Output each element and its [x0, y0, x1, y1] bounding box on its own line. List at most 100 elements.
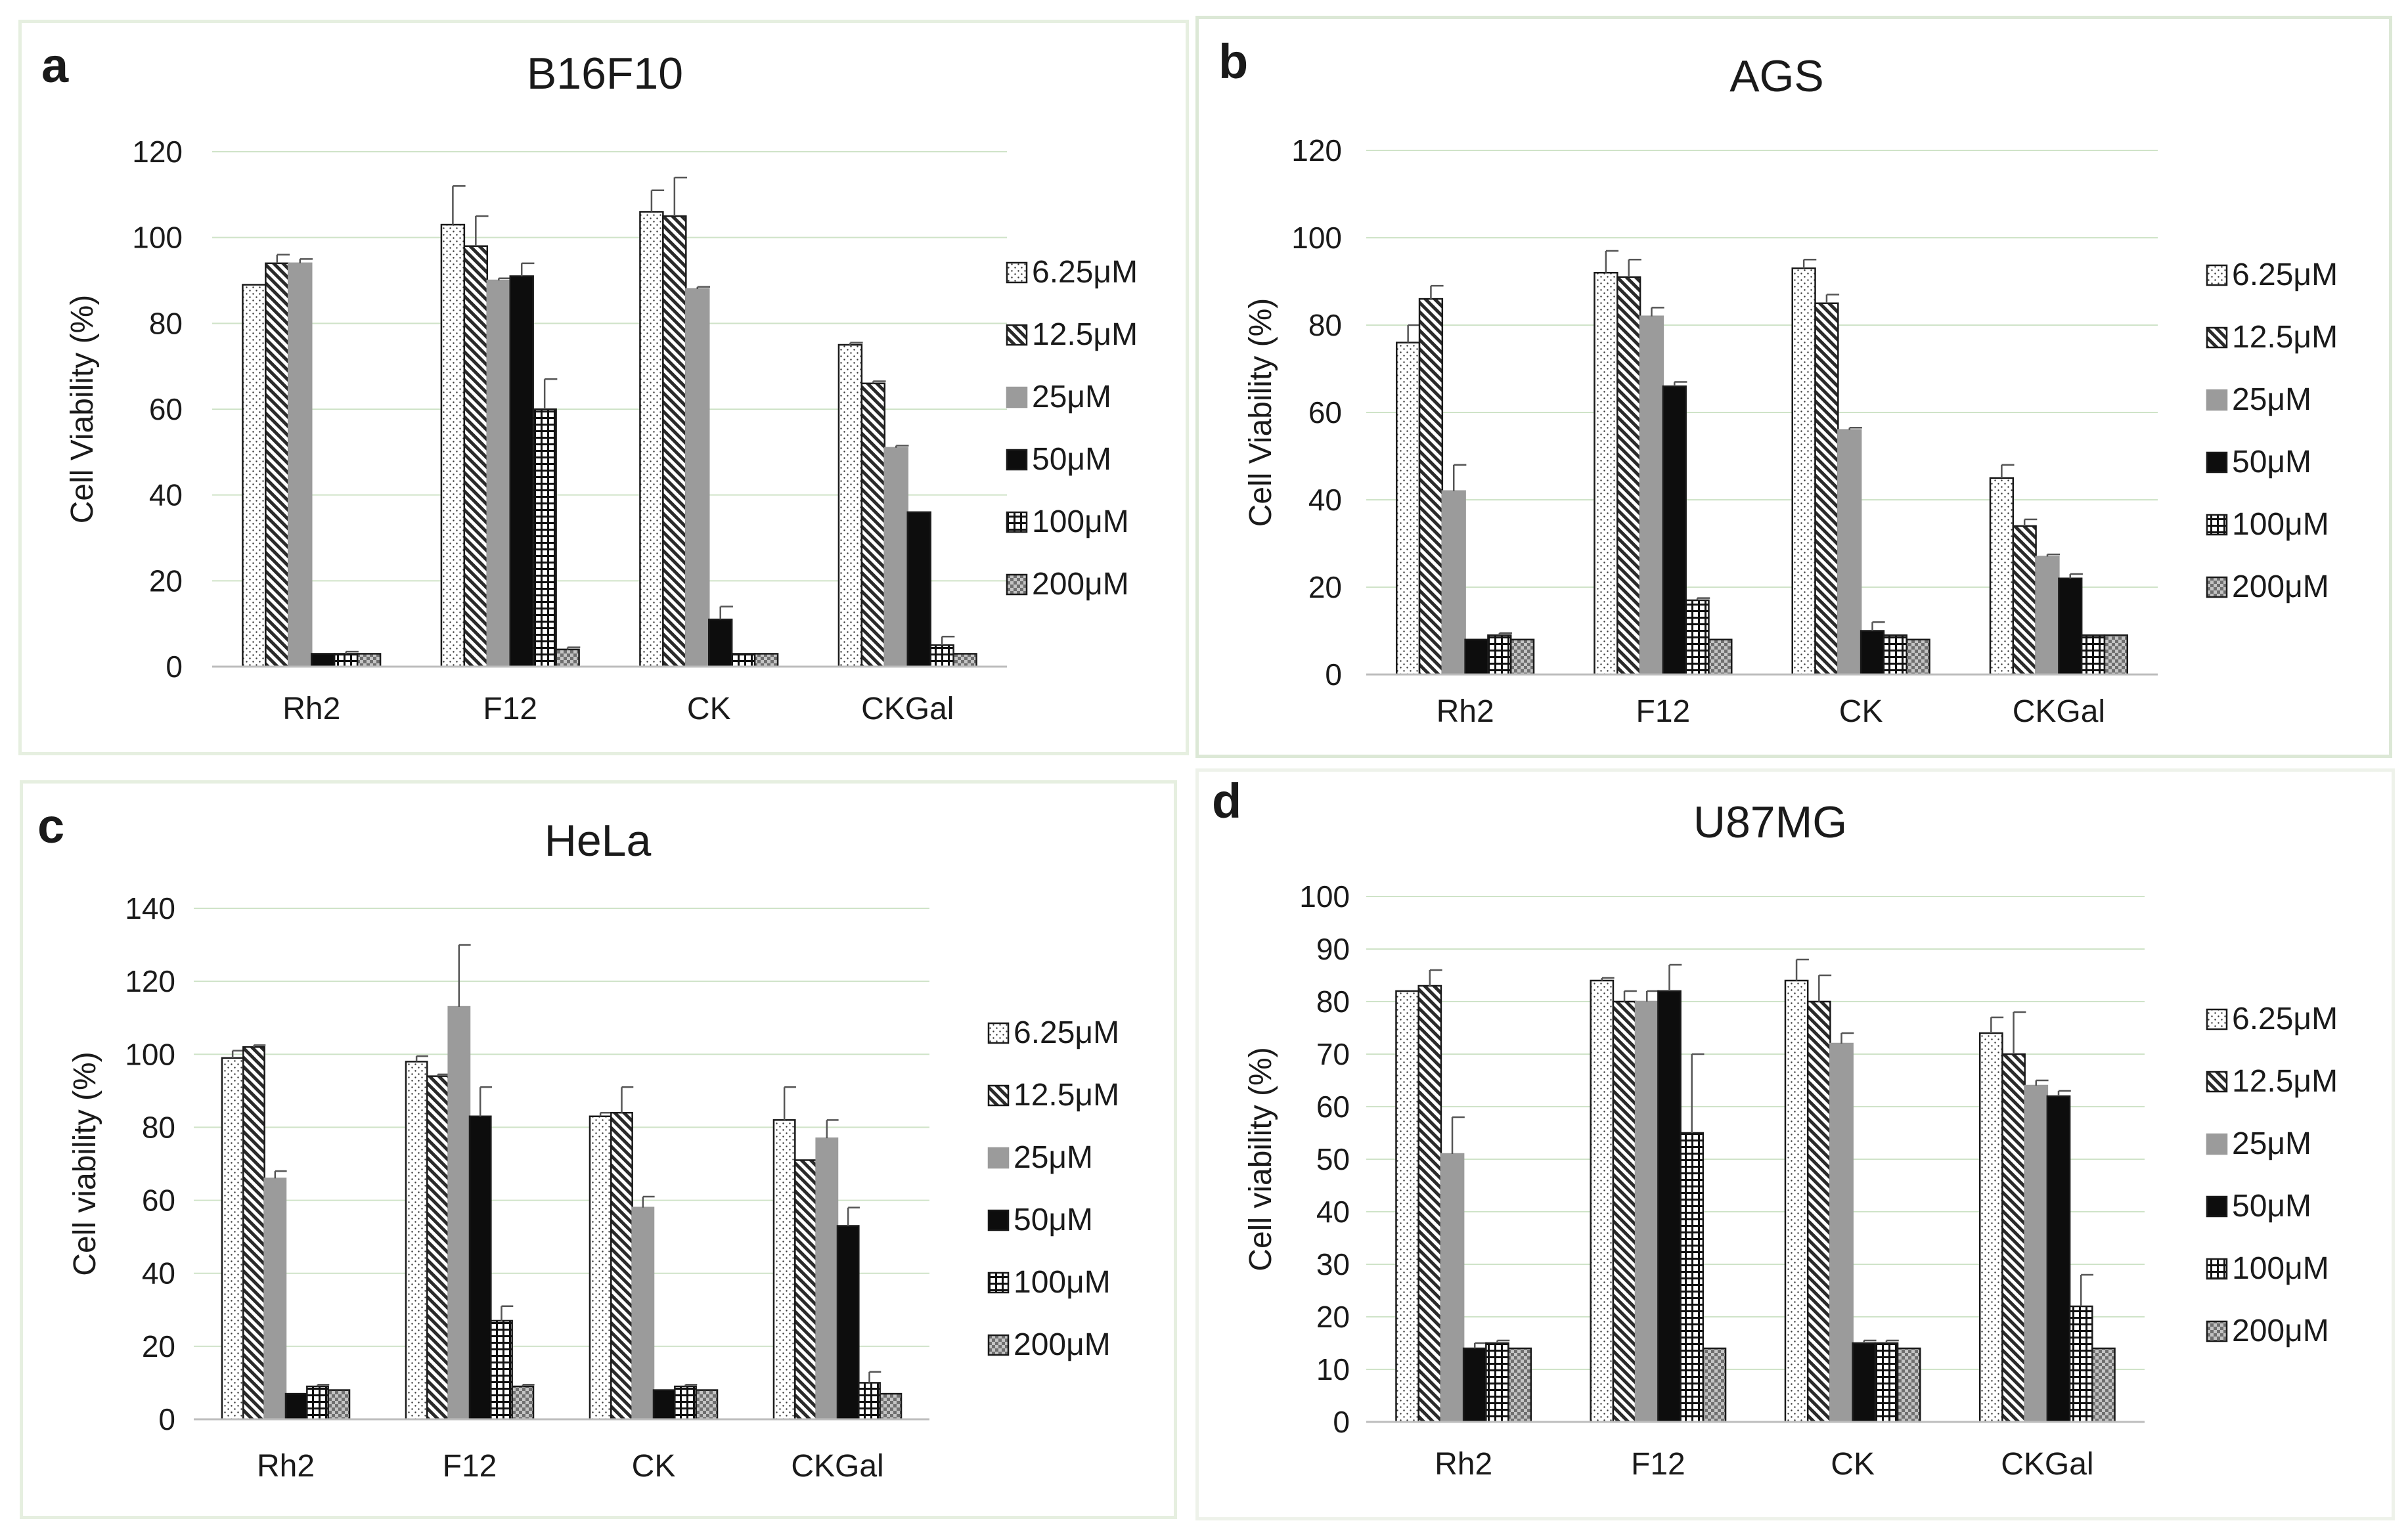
bar	[708, 618, 733, 668]
x-category-label: CKGal	[2001, 1447, 2093, 1482]
x-category-label: CKGal	[791, 1449, 883, 1484]
bar	[311, 653, 336, 668]
legend-label: 25μM	[1032, 380, 1111, 414]
y-tick-label: 20	[1316, 1300, 1350, 1334]
chart-title: AGS	[1729, 51, 1824, 101]
bar	[1806, 1000, 1831, 1423]
legend-swatch	[987, 1084, 1010, 1107]
bar	[2024, 1084, 2049, 1423]
legend-label: 6.25μM	[1014, 1015, 1119, 1050]
y-tick-label: 60	[149, 392, 183, 426]
bar	[1978, 1032, 2003, 1423]
bar	[242, 284, 267, 668]
chart-title: B16F10	[527, 49, 683, 99]
bar	[639, 211, 664, 668]
bar	[426, 1075, 449, 1421]
y-axis-label: Cell viability (%)	[68, 1051, 102, 1275]
legend-swatch	[2206, 1258, 2228, 1280]
bar	[2001, 1053, 2026, 1423]
bar	[333, 653, 359, 668]
x-category-label: Rh2	[1435, 1447, 1492, 1482]
bar	[1418, 298, 1444, 676]
bar	[2091, 1347, 2116, 1423]
y-tick-label: 120	[1291, 133, 1342, 167]
panel-letter: c	[37, 799, 64, 853]
y-tick-label: 140	[125, 891, 175, 925]
bar	[1440, 1153, 1465, 1423]
bar	[1662, 385, 1687, 676]
y-tick-label: 120	[125, 964, 175, 998]
bar	[509, 275, 534, 668]
y-tick-label: 70	[1316, 1037, 1350, 1071]
legend-swatch	[2206, 1195, 2228, 1218]
y-tick-label: 30	[1316, 1247, 1350, 1281]
y-tick-label: 90	[1316, 932, 1350, 966]
bar	[772, 1119, 796, 1421]
panel-letter: b	[1218, 34, 1248, 89]
chart-title: HeLa	[545, 816, 652, 866]
chart-b: b AGS 0 20 40 60 80 100 120 Cell Viability (%) Rh2…	[1218, 34, 2338, 729]
legend-label: 25μM	[1014, 1140, 1093, 1175]
bar	[794, 1159, 817, 1421]
legend-swatch	[1006, 573, 1028, 596]
legend-label: 100μM	[1014, 1265, 1111, 1300]
legend-label: 200μM	[2232, 1314, 2329, 1348]
legend-label: 12.5μM	[2232, 320, 2338, 355]
bar	[532, 408, 557, 668]
y-tick-label: 0	[166, 650, 183, 684]
panel-b: b AGS 0 20 40 60 80 100 120 Cell Viability (%) Rh2…	[1195, 16, 2392, 758]
legend-label: 100μM	[1032, 504, 1129, 539]
bar	[1702, 1347, 1727, 1423]
legend-swatch	[2206, 1133, 2228, 1155]
legend-swatch	[2206, 326, 2228, 349]
bar	[242, 1046, 265, 1421]
bar	[1639, 315, 1664, 676]
bar	[685, 288, 710, 668]
bar	[1883, 634, 1907, 676]
bar	[1417, 985, 1442, 1423]
bar	[879, 1392, 903, 1421]
bar	[1462, 1347, 1487, 1423]
y-tick-label: 0	[1325, 657, 1342, 692]
y-tick-label: 0	[158, 1402, 175, 1436]
bar	[815, 1137, 839, 1421]
bar	[1485, 1342, 1509, 1423]
bar	[2046, 1095, 2071, 1423]
bar	[1784, 979, 1809, 1423]
legend-label: 50μM	[2232, 445, 2311, 479]
y-tick-label: 20	[142, 1329, 175, 1363]
legend-swatch	[2206, 576, 2228, 598]
legend-label: 25μM	[2232, 382, 2311, 417]
legend-label: 100μM	[2232, 507, 2329, 542]
bar	[1680, 1132, 1705, 1423]
y-tick-label: 40	[1308, 483, 1342, 517]
legend-swatch	[1006, 324, 1028, 346]
bar	[284, 1392, 308, 1421]
legend-swatch	[987, 1209, 1010, 1231]
y-tick-label: 100	[125, 1037, 175, 1071]
y-tick-label: 0	[1333, 1405, 1350, 1439]
bar	[265, 262, 290, 668]
x-category-label: CKGal	[861, 692, 954, 726]
bar	[1590, 979, 1615, 1423]
legend-swatch	[1006, 511, 1028, 533]
y-tick-label: 80	[149, 306, 183, 340]
legend-label: 12.5μM	[1032, 317, 1138, 352]
bar	[288, 262, 313, 668]
panel-c: c HeLa 0 20 40 60 80 100 120 140 Cell viability (%…	[20, 780, 1177, 1519]
legend-swatch	[987, 1022, 1010, 1044]
x-category-label: F12	[1636, 694, 1691, 729]
bar	[1441, 490, 1466, 676]
bar	[1837, 429, 1862, 676]
legend-label: 50μM	[1032, 442, 1111, 477]
bar	[468, 1115, 492, 1421]
bar	[1989, 477, 2015, 676]
legend-label: 200μM	[1014, 1327, 1111, 1362]
legend-swatch	[2206, 1008, 2228, 1030]
legend-label: 50μM	[2232, 1189, 2311, 1224]
bar	[610, 1111, 633, 1421]
bar	[1685, 599, 1710, 676]
legend-label: 6.25μM	[2232, 257, 2338, 292]
bar	[1708, 638, 1733, 676]
y-tick-label: 100	[132, 221, 183, 255]
